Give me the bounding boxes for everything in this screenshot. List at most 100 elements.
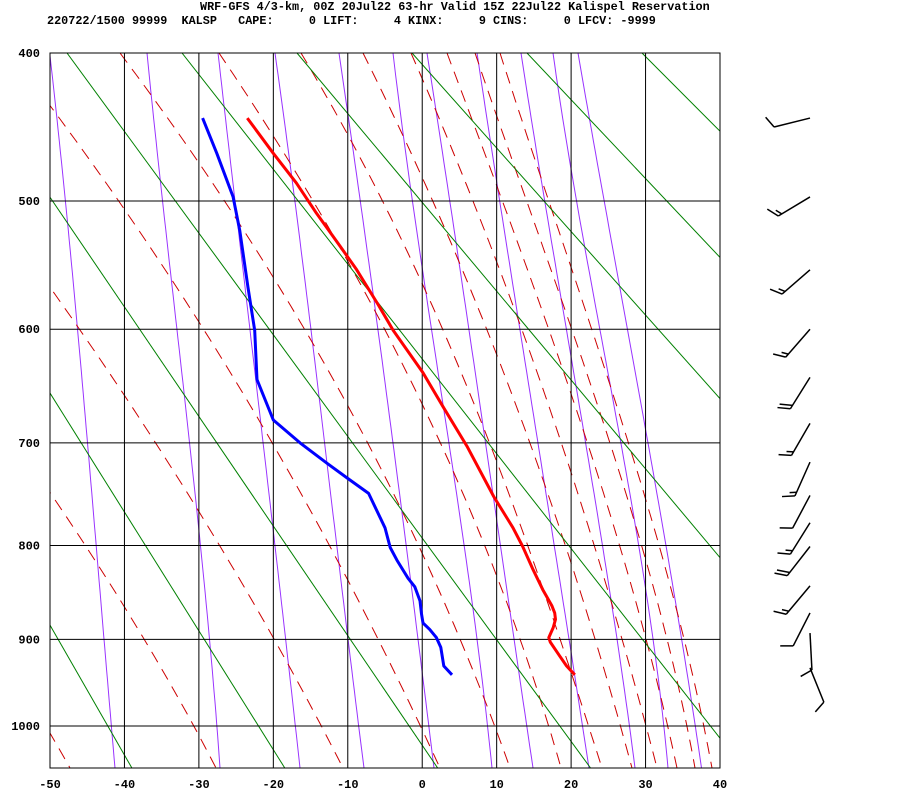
wind-barb-shaft [781,269,811,295]
dry-adiabat-line [50,392,286,768]
wind-barb [777,376,811,410]
dry-adiabat-line [50,196,439,768]
mixing-ratio-line [146,53,221,768]
pressure-tick-label: 1000 [11,720,40,734]
wind-barb-shaft [777,196,811,217]
wind-barb [800,632,813,678]
wind-barb-full-tick [778,453,792,457]
wind-barb [769,269,811,295]
temperature-tick-label: -50 [39,778,61,792]
pressure-tick-label: 700 [18,437,40,451]
temperature-tick-label: -40 [114,778,136,792]
mixing-ratio-line [520,53,636,768]
background-lines [50,53,900,768]
wind-barb [773,585,811,615]
wind-barb [809,667,825,713]
stability-indices-line: 220722/1500 99999 KALSP CAPE: 0 LIFT: 4 … [47,14,656,28]
wind-barb-full-tick [777,406,791,410]
temperature-tick-label: 40 [713,778,727,792]
wind-barbs [765,116,825,713]
moist-adiabat-line [362,53,633,768]
wind-barb-shaft [773,117,811,128]
temperature-tick-label: -10 [337,778,359,792]
dry-adiabat-line [411,53,720,400]
wind-barb-shaft [790,422,811,456]
pressure-tick-label: 500 [18,195,40,209]
moist-adiabat-line [218,53,562,768]
moist-adiabat-line [50,491,217,768]
pressure-tick-label: 900 [18,633,40,647]
temperature-tick-label: 20 [564,778,578,792]
dry-adiabat-line [526,53,720,259]
temperature-profile-line [246,117,576,676]
wind-barb-shaft [789,376,811,410]
dry-adiabat-line [296,53,720,559]
wind-barb [772,328,811,358]
wind-barb-shaft [791,495,811,529]
temperature-tick-label: -30 [188,778,210,792]
dewpoint-profile-line [201,117,454,676]
wind-barb-full-tick [765,116,775,128]
wind-barb-shaft [809,667,825,703]
wind-barb [774,546,811,577]
wind-barb-shaft [786,546,811,577]
temperature-tick-label: 10 [489,778,503,792]
profile-lines [201,117,576,676]
wind-barb [781,461,811,498]
grid [49,52,721,768]
wind-barb-full-tick [769,288,783,295]
wind-barb-half-tick [781,608,789,612]
pressure-tick-label: 800 [18,540,40,554]
wind-barb [779,495,811,529]
temperature-tick-label: 0 [419,778,426,792]
temperature-tick-label: 30 [638,778,652,792]
pressure-axis-labels: 400 500 600 700 800 900 1000 [11,47,40,734]
mixing-ratio-line [476,53,590,768]
wind-barb-full-tick [773,610,787,615]
dry-adiabat-line [66,53,591,768]
wind-barb-half-tick [781,351,789,355]
moist-adiabat-line [410,53,658,768]
dry-adiabat-line [641,53,720,132]
wind-barb-full-tick [776,569,790,574]
moist-adiabat-line [499,53,713,768]
wind-barb-shaft [809,632,813,671]
mixing-ratio-line [426,53,534,768]
wind-barb-shaft [792,612,811,647]
wind-barb-full-tick [814,701,825,713]
temperature-axis-labels: -50 -40 -30 -20 -10 0 10 20 30 40 [39,778,727,792]
mixing-ratio-line [552,53,669,768]
mixing-ratio-line [50,53,116,768]
wind-barb [778,422,811,457]
wind-barb-full-tick [781,495,795,498]
wind-barb-full-tick [766,208,779,217]
wind-barb-shaft [794,461,811,497]
mixing-ratio-line [338,53,435,768]
wind-barb [766,196,811,217]
wind-barb-shaft [789,522,811,555]
wind-barb [765,116,811,128]
chart-title: WRF-GFS 4/3-km, 00Z 20Jul22 63-hr Valid … [200,0,710,14]
dry-adiabat-line [181,53,720,739]
moist-adiabat-line [300,53,603,768]
moist-adiabat-line [50,732,71,768]
wind-barb-full-tick [800,669,813,678]
wind-barb-half-tick [775,209,783,215]
wind-barb-full-tick [779,403,793,407]
dry-adiabat-line [757,53,900,768]
wind-barb-half-tick [778,288,786,293]
moist-adiabat-line [119,53,511,768]
wind-barb-half-tick [785,549,793,552]
wind-barb [780,612,811,647]
dry-adiabat-line [50,624,133,768]
mixing-ratio-line [274,53,365,768]
mixing-ratio-line [217,53,301,768]
wind-barb-full-tick [777,552,791,555]
temperature-tick-label: -20 [263,778,285,792]
wind-barb-full-tick [774,572,788,577]
pressure-tick-label: 400 [18,47,40,61]
pressure-tick-label: 600 [18,323,40,337]
mixing-ratio-line [577,53,702,768]
wind-barb-shaft [785,328,811,358]
wind-barb [777,522,811,555]
